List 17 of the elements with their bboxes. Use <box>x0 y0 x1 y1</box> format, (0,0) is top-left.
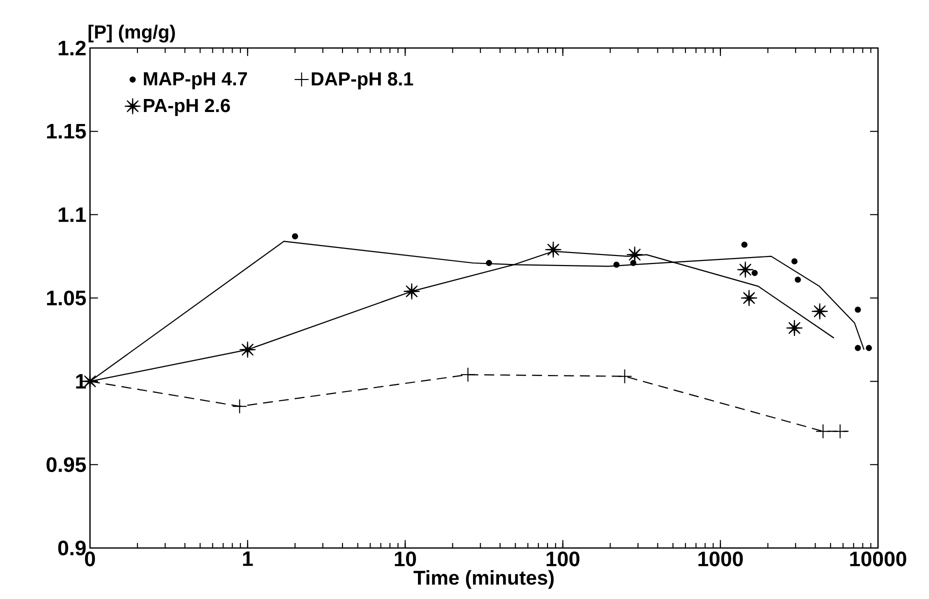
x-tick-label: 100 <box>546 552 580 566</box>
x-tick-label: 10000 <box>850 552 906 566</box>
y-tick-label: 1.1 <box>58 207 86 222</box>
x-tick-label: 1 <box>243 552 253 566</box>
y-tick-label: 1.15 <box>47 124 86 139</box>
y-tick-label: 0.95 <box>46 457 86 472</box>
legend-label: PA-pH 2.6 <box>144 98 230 116</box>
legend-label: DAP-pH 8.1 <box>312 72 414 90</box>
x-tick-label: 0 <box>85 552 95 566</box>
x-axis-title: Time (minutes) <box>414 570 554 589</box>
y-tick-label: 0.9 <box>58 540 86 556</box>
x-tick-label: 1000 <box>698 552 743 566</box>
legend-label: MAP-pH 4.7 <box>144 72 247 90</box>
y-tick-label: 1.2 <box>58 40 86 56</box>
y-axis-title: [P] (mg/g) <box>88 24 175 42</box>
x-tick-label: 10 <box>394 552 416 566</box>
y-tick-label: 1.05 <box>47 290 86 306</box>
